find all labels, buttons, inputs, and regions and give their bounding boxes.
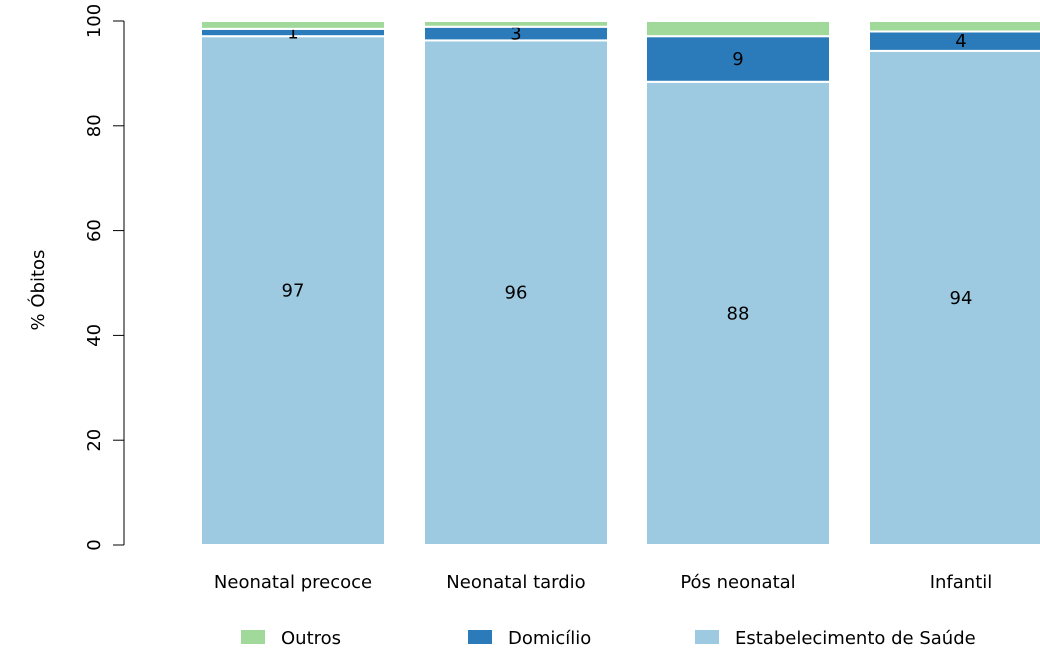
data-label: 3	[510, 24, 521, 45]
bar-segment	[645, 20, 831, 38]
y-tick-label: 40	[84, 324, 105, 347]
legend: Outros Domicílio Estabelecimento de Saúde	[241, 628, 976, 648]
data-label: 1	[287, 23, 298, 44]
y-axis: 0 20 40 60 80 100	[84, 4, 125, 551]
data-label: 88	[727, 303, 750, 324]
y-tick-label: 100	[84, 4, 105, 38]
y-tick-label: 20	[84, 429, 105, 452]
x-tick-label: Neonatal precoce	[214, 572, 372, 593]
bar-segment	[868, 49, 1040, 546]
data-label: 96	[505, 283, 528, 304]
y-tick-label: 60	[84, 219, 105, 242]
data-label: 9	[732, 49, 743, 70]
legend-swatch	[241, 630, 265, 644]
x-tick-label: Pós neonatal	[680, 572, 795, 593]
bar-segment	[645, 80, 831, 546]
legend-label: Domicílio	[508, 628, 591, 648]
data-label: 94	[950, 288, 973, 309]
bars: 97 1 96 3 88 9 94 4	[200, 20, 1040, 546]
bar-segment	[868, 20, 1040, 33]
x-tick-label: Infantil	[930, 572, 993, 593]
legend-label: Estabelecimento de Saúde	[735, 628, 976, 648]
legend-swatch	[468, 630, 492, 644]
y-tick-label: 0	[84, 539, 105, 550]
bar-segment	[200, 20, 386, 30]
x-tick-label: Neonatal tardio	[446, 572, 585, 593]
legend-swatch	[695, 630, 719, 644]
x-axis-ticks: Neonatal precoce Neonatal tardio Pós neona…	[214, 572, 992, 593]
y-axis-label: % Óbitos	[27, 250, 49, 331]
y-tick-label: 80	[84, 114, 105, 137]
bar-segment	[423, 39, 609, 546]
data-label: 4	[955, 31, 966, 52]
bar-segment	[423, 20, 609, 28]
bar-segment	[200, 35, 386, 546]
legend-label: Outros	[281, 628, 341, 648]
data-label: 97	[282, 281, 305, 302]
bar-segment	[645, 35, 831, 83]
